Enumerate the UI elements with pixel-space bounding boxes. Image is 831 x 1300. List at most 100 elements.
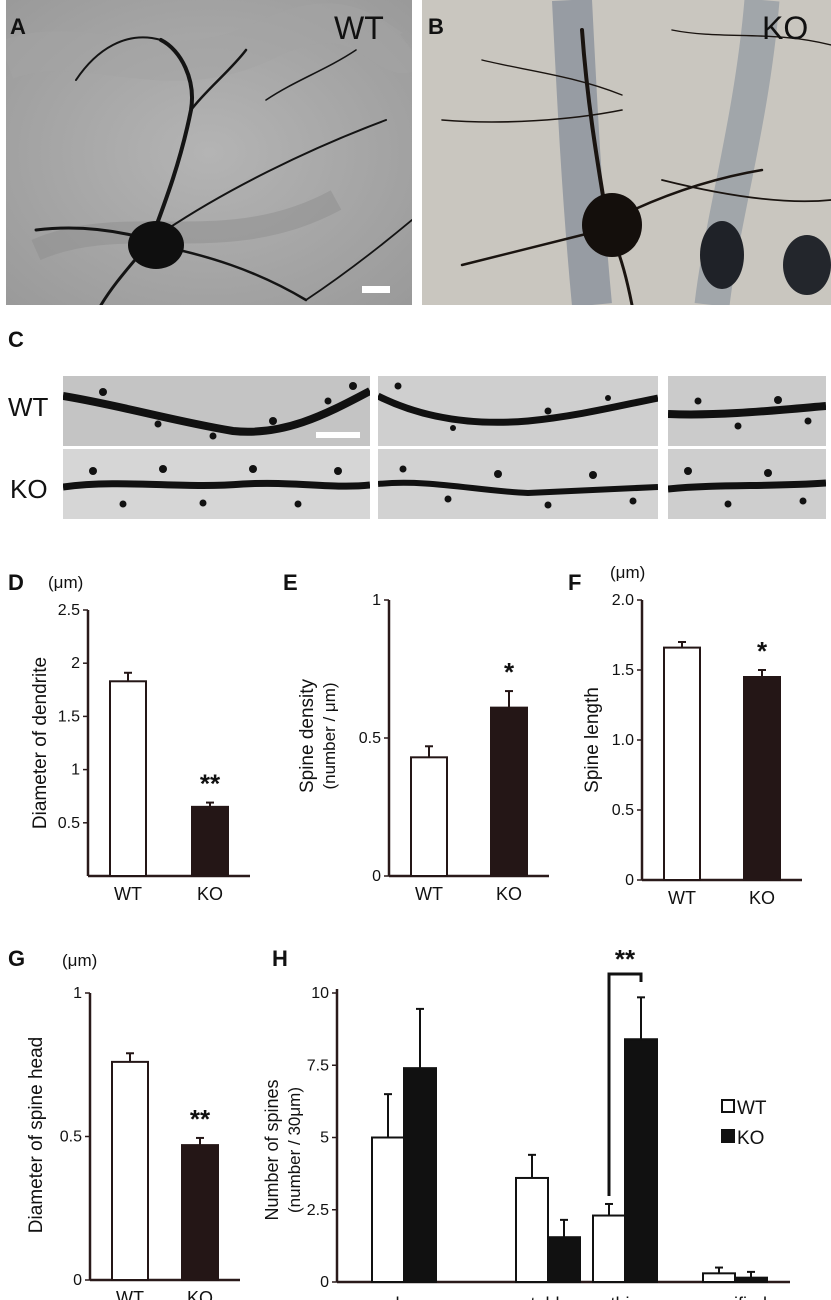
bar-wt bbox=[410, 756, 448, 878]
y-tick-label: 10 bbox=[311, 985, 329, 1002]
panel-letter: E bbox=[283, 570, 298, 595]
y-axis-title: Spine density (number / μm) bbox=[297, 678, 339, 793]
y-axis-label: Number of spines bbox=[262, 1079, 282, 1220]
panel-letter: D bbox=[8, 570, 24, 595]
panel-letter: H bbox=[272, 946, 288, 971]
significance-marker: * bbox=[757, 636, 768, 666]
legend-label-wt: WT bbox=[737, 1098, 767, 1119]
y-axis-title: Diameter of dendrite bbox=[30, 657, 51, 829]
panel-label-b: B bbox=[428, 14, 444, 39]
y-axis-label: Spine length bbox=[582, 687, 603, 793]
legend-label-ko: KO bbox=[737, 1128, 764, 1149]
genotype-tag-b: KO bbox=[762, 10, 809, 46]
x-tick-label: WT bbox=[114, 884, 142, 904]
y-tick-label: 0 bbox=[625, 872, 634, 889]
panel-label-a: A bbox=[10, 14, 26, 39]
bar-ko bbox=[181, 1144, 219, 1281]
dendrite-ko-3 bbox=[668, 449, 826, 519]
chart-spine-head-diameter: G (μm) 0 0.5 1 Diameter of spine head WT KO ** bbox=[8, 946, 240, 1300]
unit-label: (μm) bbox=[610, 563, 645, 582]
y-axis-label: Spine density bbox=[297, 678, 318, 793]
y-tick-label: 0.5 bbox=[359, 730, 381, 747]
x-tick-label: KO bbox=[197, 884, 223, 904]
chart-spine-length: F (μm) 0 0.5 1.0 1.5 2.0 Spine length WT KO * bbox=[568, 563, 802, 908]
y-tick-label: 1.5 bbox=[58, 708, 80, 725]
y-tick-label: 1 bbox=[73, 985, 82, 1002]
dendrite-ko-2 bbox=[378, 449, 658, 519]
bar-thin-ko bbox=[624, 1038, 658, 1283]
y-axis-label: Diameter of dendrite bbox=[30, 657, 51, 829]
bar-wt bbox=[109, 680, 147, 878]
y-tick-label: 0 bbox=[320, 1274, 329, 1291]
bar-ko bbox=[490, 706, 528, 877]
legend-swatch-wt bbox=[721, 1099, 735, 1113]
dendrite-wt-2 bbox=[378, 376, 658, 446]
y-tick-label: 0 bbox=[372, 868, 381, 885]
significance-marker: ** bbox=[615, 944, 636, 974]
y-tick-label: 1.5 bbox=[612, 662, 634, 679]
y-tick-label: 0.5 bbox=[612, 802, 634, 819]
x-tick-label: KO bbox=[187, 1288, 213, 1300]
unit-label: (μm) bbox=[48, 573, 83, 592]
genotype-tag-a: WT bbox=[334, 10, 384, 46]
x-tick-label: KO bbox=[496, 884, 522, 904]
bar-mushroom-wt bbox=[371, 1136, 405, 1283]
y-tick-label: 2.0 bbox=[612, 592, 634, 609]
chart-spine-density: E 0 0.5 1 Spine density (number / μm) WT KO * bbox=[283, 570, 549, 904]
bar-thin-wt bbox=[592, 1214, 626, 1283]
dendrite-wt-3 bbox=[668, 376, 826, 446]
y-tick-label: 2.5 bbox=[58, 602, 80, 619]
significance-marker: ** bbox=[200, 769, 221, 799]
x-tick-label: thin bbox=[610, 1294, 639, 1300]
x-tick-label: stubby bbox=[521, 1294, 574, 1300]
x-tick-label: WT bbox=[668, 888, 696, 908]
bar-ko bbox=[743, 676, 781, 881]
y-tick-label: 7.5 bbox=[307, 1057, 329, 1074]
dendrite-ko-1 bbox=[63, 449, 370, 519]
bar-stubby-ko bbox=[547, 1236, 581, 1283]
y-tick-label: 0 bbox=[73, 1272, 82, 1289]
chart-spine-types: H 0 2.5 5 7.5 10 Number of spines (number / 30μ… bbox=[262, 944, 790, 1300]
bar-ko bbox=[191, 805, 229, 877]
bar-mushroom-ko bbox=[403, 1067, 437, 1283]
x-tick-label: mushroom bbox=[361, 1294, 446, 1300]
x-tick-label: KO bbox=[749, 888, 775, 908]
x-tick-label: WT bbox=[415, 884, 443, 904]
dendrite-wt-1 bbox=[63, 376, 370, 446]
bar-wt bbox=[111, 1060, 149, 1281]
y-tick-label: 1.0 bbox=[612, 732, 634, 749]
significance-marker: * bbox=[504, 657, 515, 687]
bar-ramified-wt bbox=[702, 1272, 736, 1283]
unit-label: (μm) bbox=[62, 951, 97, 970]
chart-dendrite-diameter: D (μm) 0.5 1 1.5 2 2.5 Diameter of dendrite WT KO… bbox=[8, 570, 250, 904]
bar-ramified-ko bbox=[734, 1276, 768, 1284]
y-axis-unit: (number / μm) bbox=[320, 682, 339, 789]
y-tick-label: 0.5 bbox=[60, 1129, 82, 1146]
y-tick-label: 1 bbox=[71, 762, 80, 779]
y-axis-title: Spine length bbox=[582, 687, 603, 793]
x-tick-label: WT bbox=[116, 1288, 144, 1300]
y-axis-label: Diameter of spine head bbox=[26, 1037, 47, 1233]
micrograph-wt-neuron bbox=[6, 0, 412, 305]
y-tick-label: 2 bbox=[71, 655, 80, 672]
significance-marker: ** bbox=[190, 1104, 211, 1134]
y-axis-title: Number of spines (number / 30μm) bbox=[262, 1079, 304, 1220]
micrograph-ko-neuron bbox=[422, 0, 831, 305]
y-axis-title: Diameter of spine head bbox=[26, 1037, 47, 1233]
significance-bracket bbox=[607, 972, 643, 1196]
scale-bar-c bbox=[316, 432, 360, 438]
bar-wt bbox=[663, 646, 701, 881]
panel-letter: G bbox=[8, 946, 25, 971]
row-label-ko: KO bbox=[10, 474, 48, 504]
panel-label-c: C bbox=[8, 327, 24, 352]
x-tick-label: ramified bbox=[703, 1294, 767, 1300]
y-tick-label: 2.5 bbox=[307, 1202, 329, 1219]
bar-stubby-wt bbox=[515, 1176, 549, 1284]
panel-letter: F bbox=[568, 570, 581, 595]
scale-bar-a bbox=[362, 286, 390, 293]
y-tick-label: 0.5 bbox=[58, 815, 80, 832]
y-tick-label: 1 bbox=[372, 592, 381, 609]
y-tick-label: 5 bbox=[320, 1130, 329, 1147]
legend-swatch-ko bbox=[721, 1129, 735, 1143]
row-label-wt: WT bbox=[8, 392, 49, 422]
